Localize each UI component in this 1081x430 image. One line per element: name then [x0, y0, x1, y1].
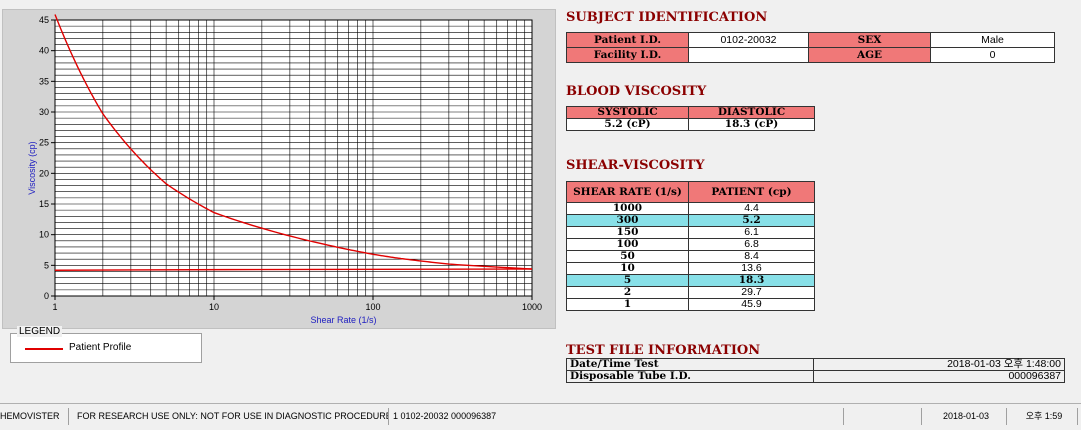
- y-tick-label: 10: [39, 230, 49, 240]
- plot-area: [55, 20, 532, 296]
- status-notice: FOR RESEARCH USE ONLY: NOT FOR USE IN DI…: [74, 408, 389, 425]
- x-tick-label: 100: [365, 302, 380, 312]
- patient-cp-header: PATIENT (cp): [688, 181, 815, 203]
- y-tick-label: 0: [44, 291, 49, 301]
- table-row: 2 29.7: [566, 286, 815, 299]
- shear-rate-cell: 1: [566, 298, 689, 311]
- viscosity-cell: 29.7: [688, 286, 815, 299]
- table-row: 100 6.8: [566, 238, 815, 251]
- viscosity-chart: 0 5 10 15 20 25 30 35 40 45 1 10 100 1000 Shear Rate …: [27, 14, 542, 325]
- facility-id-label: Facility I.D.: [566, 47, 689, 63]
- table-row: 50 8.4: [566, 250, 815, 263]
- sex-value: Male: [930, 32, 1055, 48]
- chart-series: [54, 14, 533, 271]
- legend-swatch: [25, 348, 63, 350]
- shear-rate-cell: 50: [566, 250, 689, 263]
- tube-id-value: 000096387: [813, 370, 1065, 383]
- status-record: 1 0102-20032 000096387: [390, 408, 844, 425]
- shear-rate-cell: 5: [566, 274, 689, 287]
- age-label: AGE: [808, 47, 931, 63]
- x-tick-label: 10: [209, 302, 219, 312]
- y-tick-label: 30: [39, 107, 49, 117]
- shear-rate-cell: 150: [566, 226, 689, 239]
- table-row: 10 13.6: [566, 262, 815, 275]
- patient-id-label: Patient I.D.: [566, 32, 689, 48]
- subject-title: SUBJECT IDENTIFICATION: [566, 10, 768, 25]
- viscosity-cell: 18.3: [688, 274, 815, 287]
- viscosity-cell: 5.2: [688, 214, 815, 227]
- viscosity-cell: 6.1: [688, 226, 815, 239]
- x-tick-label: 1000: [522, 302, 542, 312]
- table-row: 1 45.9: [566, 298, 815, 311]
- viscosity-chart-panel: 0 5 10 15 20 25 30 35 40 45 1 10 100 1000 Shear Rate …: [2, 9, 556, 329]
- date-time-label: Date/Time Test: [566, 358, 814, 371]
- blood-table: SYSTOLIC DIASTOLIC 5.2 (cP) 18.3 (cP): [566, 106, 815, 131]
- viscosity-cell: 13.6: [688, 262, 815, 275]
- status-app-name: HEMOVISTER: [0, 408, 69, 425]
- y-tick-label: 25: [39, 138, 49, 148]
- y-tick-label: 40: [39, 46, 49, 56]
- shear-title: SHEAR-VISCOSITY: [566, 158, 705, 173]
- y-tick-label: 20: [39, 168, 49, 178]
- status-empty: [845, 408, 922, 425]
- subject-table: Patient I.D. 0102-20032 SEX Male Facilit…: [566, 32, 1055, 63]
- status-time: 오후 1:59: [1008, 408, 1078, 425]
- legend-label: Patient Profile: [69, 342, 132, 353]
- series-line-patient-profile: [54, 14, 533, 270]
- y-tick-label: 35: [39, 76, 49, 86]
- table-row: 150 6.1: [566, 226, 815, 239]
- x-tick-label: 1: [52, 302, 57, 312]
- viscosity-cell: 6.8: [688, 238, 815, 251]
- chart-ticks: 0 5 10 15 20 25 30 35 40 45 1 10 100 1000: [39, 15, 542, 312]
- y-tick-label: 15: [39, 199, 49, 209]
- shear-rate-cell: 300: [566, 214, 689, 227]
- series-line-baseline: [54, 268, 533, 271]
- date-time-value: 2018-01-03 오후 1:48:00: [813, 358, 1065, 371]
- systolic-value: 5.2 (cP): [566, 118, 689, 131]
- status-date: 2018-01-03: [923, 408, 1007, 425]
- shear-rate-cell: 100: [566, 238, 689, 251]
- table-row: 5 18.3: [566, 274, 815, 287]
- testfile-title: TEST FILE INFORMATION: [566, 343, 761, 358]
- status-bar: HEMOVISTER FOR RESEARCH USE ONLY: NOT FO…: [0, 403, 1081, 430]
- y-tick-label: 45: [39, 15, 49, 25]
- table-row: 1000 4.4: [566, 202, 815, 215]
- y-axis-label: Viscosity (cp): [27, 141, 37, 194]
- age-value: 0: [930, 47, 1055, 63]
- shear-rate-cell: 1000: [566, 202, 689, 215]
- diastolic-value: 18.3 (cP): [688, 118, 815, 131]
- shear-table: SHEAR RATE (1/s) PATIENT (cp) 1000 4.4 30…: [566, 181, 815, 311]
- legend-title: LEGEND: [17, 326, 63, 337]
- patient-id-value: 0102-20032: [688, 32, 809, 48]
- shear-rate-cell: 2: [566, 286, 689, 299]
- facility-id-value: [688, 47, 809, 63]
- chart-grid: [54, 19, 533, 297]
- sex-label: SEX: [808, 32, 931, 48]
- chart-legend: LEGEND Patient Profile: [10, 326, 202, 363]
- viscosity-cell: 8.4: [688, 250, 815, 263]
- systolic-label: SYSTOLIC: [566, 106, 689, 119]
- diastolic-label: DIASTOLIC: [688, 106, 815, 119]
- testfile-table: Date/Time Test 2018-01-03 오후 1:48:00 Dis…: [566, 358, 1065, 383]
- plot-border: [54, 19, 533, 297]
- blood-title: BLOOD VISCOSITY: [566, 84, 707, 99]
- viscosity-cell: 4.4: [688, 202, 815, 215]
- table-row: 300 5.2: [566, 214, 815, 227]
- y-tick-label: 5: [44, 260, 49, 270]
- shear-rate-cell: 10: [566, 262, 689, 275]
- viscosity-cell: 45.9: [688, 298, 815, 311]
- shear-rate-header: SHEAR RATE (1/s): [566, 181, 689, 203]
- tube-id-label: Disposable Tube I.D.: [566, 370, 814, 383]
- x-axis-label: Shear Rate (1/s): [310, 315, 376, 325]
